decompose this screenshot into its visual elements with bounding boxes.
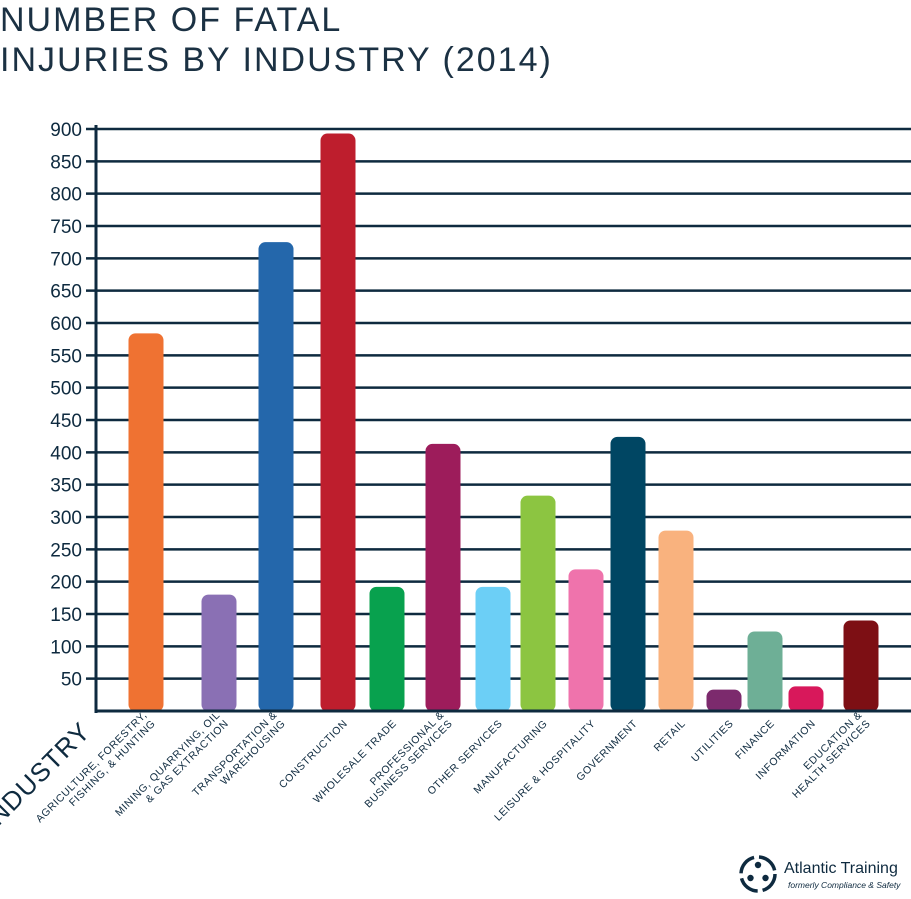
atlantic-training-logo-icon bbox=[739, 855, 777, 893]
y-tick-label: 750 bbox=[50, 217, 82, 238]
category-label-line: FINANCE bbox=[733, 718, 777, 762]
bar bbox=[747, 631, 783, 712]
category-label-line: PROFESSIONAL & bbox=[368, 709, 447, 788]
y-tick-label: 250 bbox=[50, 540, 82, 561]
bar bbox=[610, 436, 646, 712]
category-label: PROFESSIONAL &BUSINESS SERVICES bbox=[354, 709, 455, 810]
y-tick-label: 600 bbox=[50, 314, 82, 335]
bar bbox=[128, 333, 164, 712]
logo-tagline: formerly Compliance & Safety bbox=[788, 880, 901, 890]
bar bbox=[843, 620, 879, 712]
bar bbox=[201, 594, 237, 712]
category-label: UTILITIES bbox=[689, 718, 736, 765]
y-tick-label: 200 bbox=[50, 573, 82, 594]
y-tick-label: 300 bbox=[50, 508, 82, 529]
y-tick-label: 500 bbox=[50, 379, 82, 400]
y-tick-label: 800 bbox=[50, 185, 82, 206]
bar bbox=[369, 586, 405, 712]
category-label-line: UTILITIES bbox=[689, 718, 736, 765]
chart-title: NUMBER OF FATAL INJURIES BY INDUSTRY (20… bbox=[0, 0, 553, 80]
bar bbox=[520, 495, 556, 712]
y-tick-label: 400 bbox=[50, 443, 82, 464]
bar bbox=[788, 686, 824, 712]
logo-name: Atlantic Training bbox=[784, 860, 898, 877]
bar bbox=[706, 689, 742, 712]
bar bbox=[475, 586, 511, 712]
y-tick-label: 350 bbox=[50, 476, 82, 497]
category-label: EDUCATION &HEALTH SERVICES bbox=[782, 709, 874, 801]
y-tick-label: 150 bbox=[50, 605, 82, 626]
y-tick-label: 850 bbox=[50, 152, 82, 173]
y-tick-label: 450 bbox=[50, 411, 82, 432]
category-label: FINANCE bbox=[733, 718, 777, 762]
chart-title-line-1: NUMBER OF FATAL bbox=[0, 1, 343, 39]
y-axis-tick-labels: 50 100 150 200 250 300 350 400 450 500 550 600 650 70… bbox=[50, 120, 82, 691]
bar bbox=[425, 443, 461, 712]
y-tick-label: 50 bbox=[61, 670, 82, 691]
gridlines bbox=[86, 127, 911, 680]
y-tick-label: 700 bbox=[50, 249, 82, 270]
y-tick-label: 650 bbox=[50, 282, 82, 303]
category-labels: AGRICULTURE, FORESTRY,FISHING, & HUNTING… bbox=[34, 709, 874, 825]
category-label-line: RETAIL bbox=[652, 718, 688, 754]
y-tick-label: 100 bbox=[50, 637, 82, 658]
bar bbox=[258, 242, 294, 712]
bar bbox=[320, 133, 356, 712]
y-tick-label: 550 bbox=[50, 346, 82, 367]
bars bbox=[128, 133, 879, 712]
category-label: RETAIL bbox=[652, 718, 688, 754]
y-tick-label: 900 bbox=[50, 120, 82, 141]
bar bbox=[658, 530, 694, 712]
bar bbox=[568, 569, 604, 712]
chart-title-line-2: INJURIES BY INDUSTRY (2014) bbox=[0, 41, 553, 79]
atlantic-training-logo: Atlantic Training formerly Compliance & … bbox=[738, 852, 910, 896]
